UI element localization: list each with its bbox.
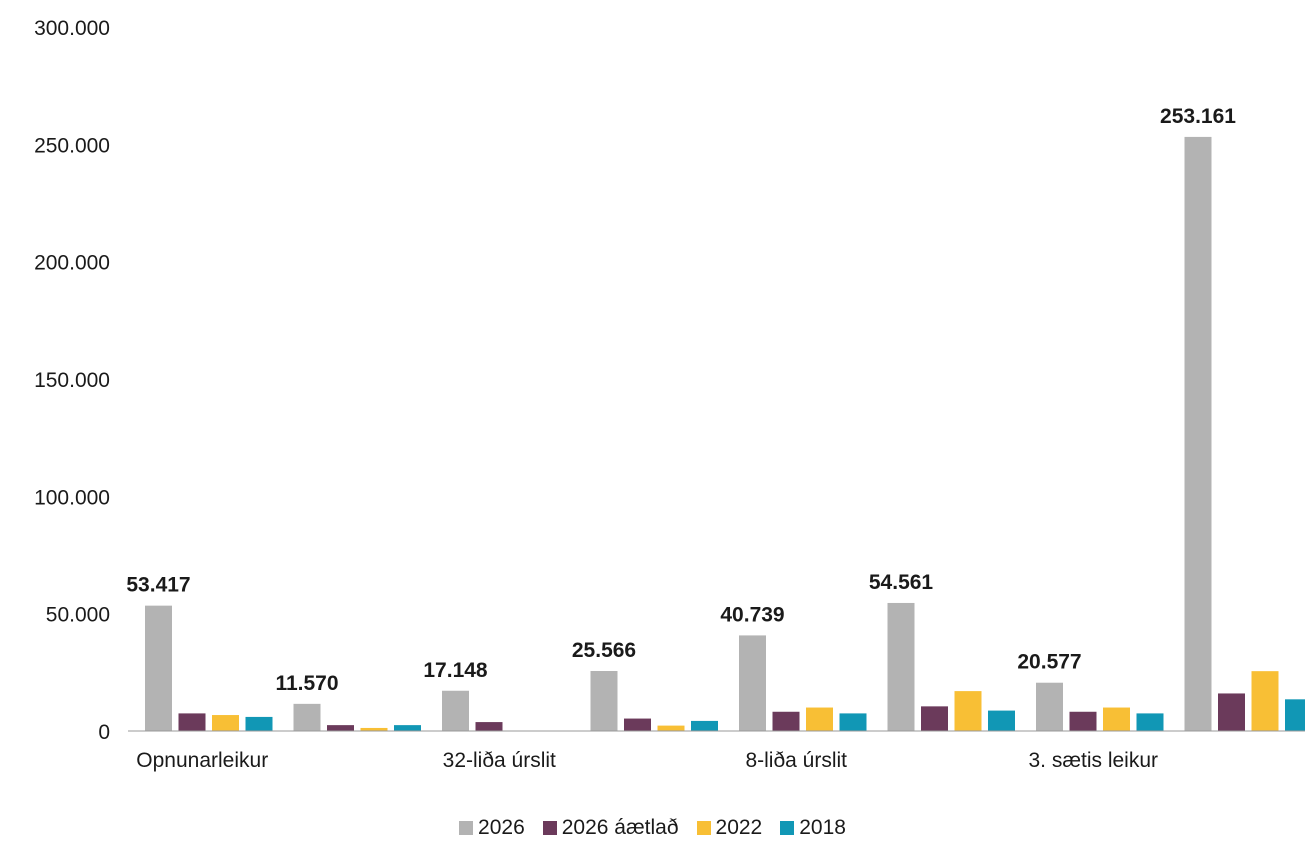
bar — [293, 703, 321, 731]
legend-label: 2022 — [715, 816, 763, 840]
bar — [1184, 136, 1212, 731]
x-tick-label: 8-liða úrslit — [745, 749, 847, 772]
data-label: 40.739 — [720, 603, 784, 626]
y-tick-label: 150.000 — [34, 369, 110, 392]
bar — [145, 605, 172, 731]
y-tick-label: 200.000 — [34, 252, 110, 275]
bar — [657, 725, 685, 731]
bar — [178, 713, 206, 731]
legend-label: 2018 — [799, 816, 846, 840]
legend-item: 2026 — [459, 815, 525, 841]
bars — [145, 136, 1305, 731]
legend-item: 2026 áætlað — [542, 815, 679, 841]
legend-item: 2018 — [780, 815, 846, 841]
bar — [624, 718, 651, 731]
x-tick-label: 32-liða úrslit — [443, 749, 556, 772]
y-tick-label: 50.000 — [46, 604, 110, 627]
bar — [839, 713, 867, 731]
bar — [887, 602, 915, 731]
data-label: 253.161 — [1160, 105, 1236, 128]
data-labels: 53.417 11.570 17.148 25.566 40.739 54.561 20.5… — [126, 105, 1236, 695]
legend-label: 2026 — [478, 816, 525, 840]
bar — [1251, 671, 1279, 731]
bar — [212, 715, 239, 731]
bar — [921, 706, 948, 731]
bar — [360, 727, 388, 731]
data-label: 17.148 — [423, 659, 488, 682]
y-axis: 0 50.000 100.000 150.000 200.000 250.000 300.0… — [34, 17, 110, 744]
legend-item: 2022 — [696, 815, 763, 841]
bar — [245, 716, 273, 731]
x-tick-label: Opnunarleikur — [136, 749, 268, 772]
data-label: 11.570 — [275, 672, 338, 695]
legend-label: 2026 áætlað — [561, 816, 679, 840]
legend-swatch — [542, 821, 557, 836]
legend: 2026 2026 áætlað 2022 2018 — [0, 815, 1305, 841]
bar — [691, 720, 718, 731]
bar — [475, 722, 503, 731]
bar — [394, 725, 421, 731]
legend-swatch — [459, 821, 474, 836]
bar — [1285, 699, 1305, 731]
bar — [1218, 693, 1245, 731]
x-axis: Opnunarleikur 32-liða úrslit 8-liða úrslit… — [136, 749, 1158, 772]
bar — [772, 711, 800, 731]
bar — [1103, 707, 1130, 731]
bar — [1136, 713, 1164, 731]
y-tick-label: 300.000 — [34, 17, 110, 40]
y-tick-label: 250.000 — [34, 134, 110, 157]
y-tick-label: 0 — [98, 721, 110, 744]
data-label: 25.566 — [572, 639, 636, 662]
bar — [954, 691, 982, 731]
bar — [590, 671, 618, 731]
legend-swatch — [696, 821, 711, 836]
bar — [739, 635, 766, 731]
data-label: 53.417 — [126, 574, 190, 597]
bar — [806, 707, 833, 731]
bar — [327, 725, 354, 731]
bar — [1069, 711, 1097, 731]
bar — [1036, 682, 1063, 731]
bar-chart: 0 50.000 100.000 150.000 200.000 250.000 300.0… — [34, 17, 1305, 772]
x-tick-label: 3. sætis leikur — [1028, 749, 1158, 772]
y-tick-label: 100.000 — [34, 486, 110, 509]
bar — [988, 710, 1015, 731]
bar — [442, 690, 469, 731]
data-label: 20.577 — [1017, 651, 1081, 674]
legend-swatch — [780, 821, 795, 836]
data-label: 54.561 — [869, 571, 934, 594]
